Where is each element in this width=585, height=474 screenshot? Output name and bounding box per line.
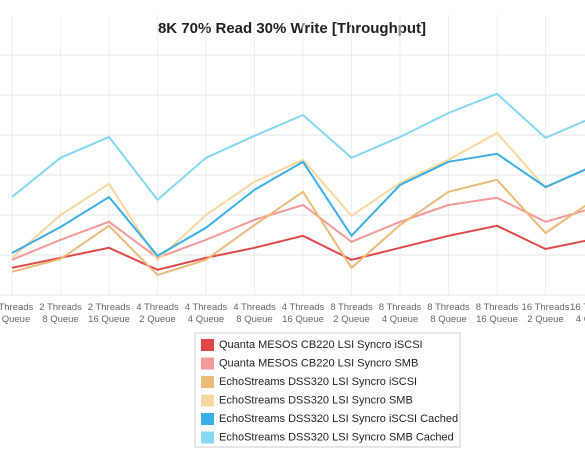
x-tick-line: 4 Queue	[0, 314, 30, 325]
x-tick-line: 16 Queue	[476, 314, 518, 325]
x-tick-line: 4 Queue	[576, 314, 585, 325]
x-tick-label: 8 Threads 4 Queue	[379, 302, 422, 325]
x-tick-line: 2 Queue	[333, 314, 369, 325]
x-tick-line: 2 Queue	[139, 314, 175, 325]
x-tick-label: 2 Threads 16 Queue	[88, 302, 131, 325]
x-tick-line: 8 Threads	[427, 302, 470, 313]
legend-swatch	[201, 339, 214, 351]
x-tick-line: 16 Queue	[88, 314, 130, 325]
legend-swatch	[201, 376, 214, 388]
x-tick-line: 4 Queue	[382, 314, 418, 325]
legend-swatch	[201, 394, 214, 407]
x-tick-line: 4 Threads	[185, 302, 228, 313]
x-tick-line: 16 Queue	[282, 314, 324, 325]
x-tick-label: 16 Threads 2 Queue	[522, 302, 570, 325]
legend-label: Quanta MESOS CB220 LSI Syncro iSCSI	[219, 339, 423, 351]
x-tick-label: 8 Threads 16 Queue	[476, 302, 519, 325]
x-tick-line: 4 Queue	[188, 314, 224, 325]
series-line	[11, 92, 585, 202]
x-tick-label: 4 Threads 4 Queue	[185, 302, 228, 325]
series-line	[11, 224, 585, 271]
x-tick-label: 4 Threads 8 Queue	[233, 302, 276, 325]
legend-swatch	[201, 413, 214, 425]
chart-title: 8K 70% Read 30% Write [Throughput]	[158, 20, 426, 37]
legend-swatch	[201, 431, 214, 444]
x-tick-line: 8 Threads	[330, 302, 373, 313]
legend-label: EchoStreams DSS320 LSI Syncro iSCSI Cach…	[219, 413, 458, 425]
series-line	[11, 152, 585, 258]
x-tick-line: 8 Queue	[42, 314, 78, 325]
legend-label: Quanta MESOS CB220 LSI Syncro SMB	[219, 357, 418, 369]
x-tick-line: 16 Threads	[570, 302, 585, 313]
series-line	[11, 196, 585, 261]
x-tick-label: 8 Threads 2 Queue	[330, 302, 373, 325]
legend-swatch	[201, 357, 214, 370]
x-tick-line: 4 Threads	[282, 302, 325, 313]
legend-label: EchoStreams DSS320 LSI Syncro SMB	[219, 394, 413, 406]
x-tick-line: 2 Queue	[527, 314, 563, 325]
x-tick-label: 8 Threads 8 Queue	[427, 302, 470, 325]
x-tick-label: 4 Threads 16 Queue	[282, 302, 325, 325]
series-line	[11, 131, 585, 262]
series-line	[11, 178, 585, 277]
x-tick-line: 4 Threads	[136, 302, 179, 313]
x-tick-line: 2 Threads	[39, 302, 82, 313]
legend-label: EchoStreams DSS320 LSI Syncro iSCSI	[219, 376, 417, 388]
x-tick-line: 8 Threads	[476, 302, 519, 313]
legend-label: EchoStreams DSS320 LSI Syncro SMB Cached	[219, 431, 454, 443]
x-tick-line: 8 Threads	[379, 302, 422, 313]
legend-box	[194, 332, 461, 448]
x-tick-label: 4 Threads 2 Queue	[136, 302, 179, 325]
x-tick-line: 8 Queue	[430, 314, 466, 325]
x-tick-label: 2 Threads 8 Queue	[39, 302, 82, 325]
x-tick-line: 2 Threads	[88, 302, 131, 313]
x-tick-line: 8 Queue	[236, 314, 272, 325]
x-tick-line: 4 Threads	[233, 302, 276, 313]
x-tick-line: 16 Threads	[522, 302, 570, 313]
x-tick-line: 2 Threads	[0, 302, 34, 313]
